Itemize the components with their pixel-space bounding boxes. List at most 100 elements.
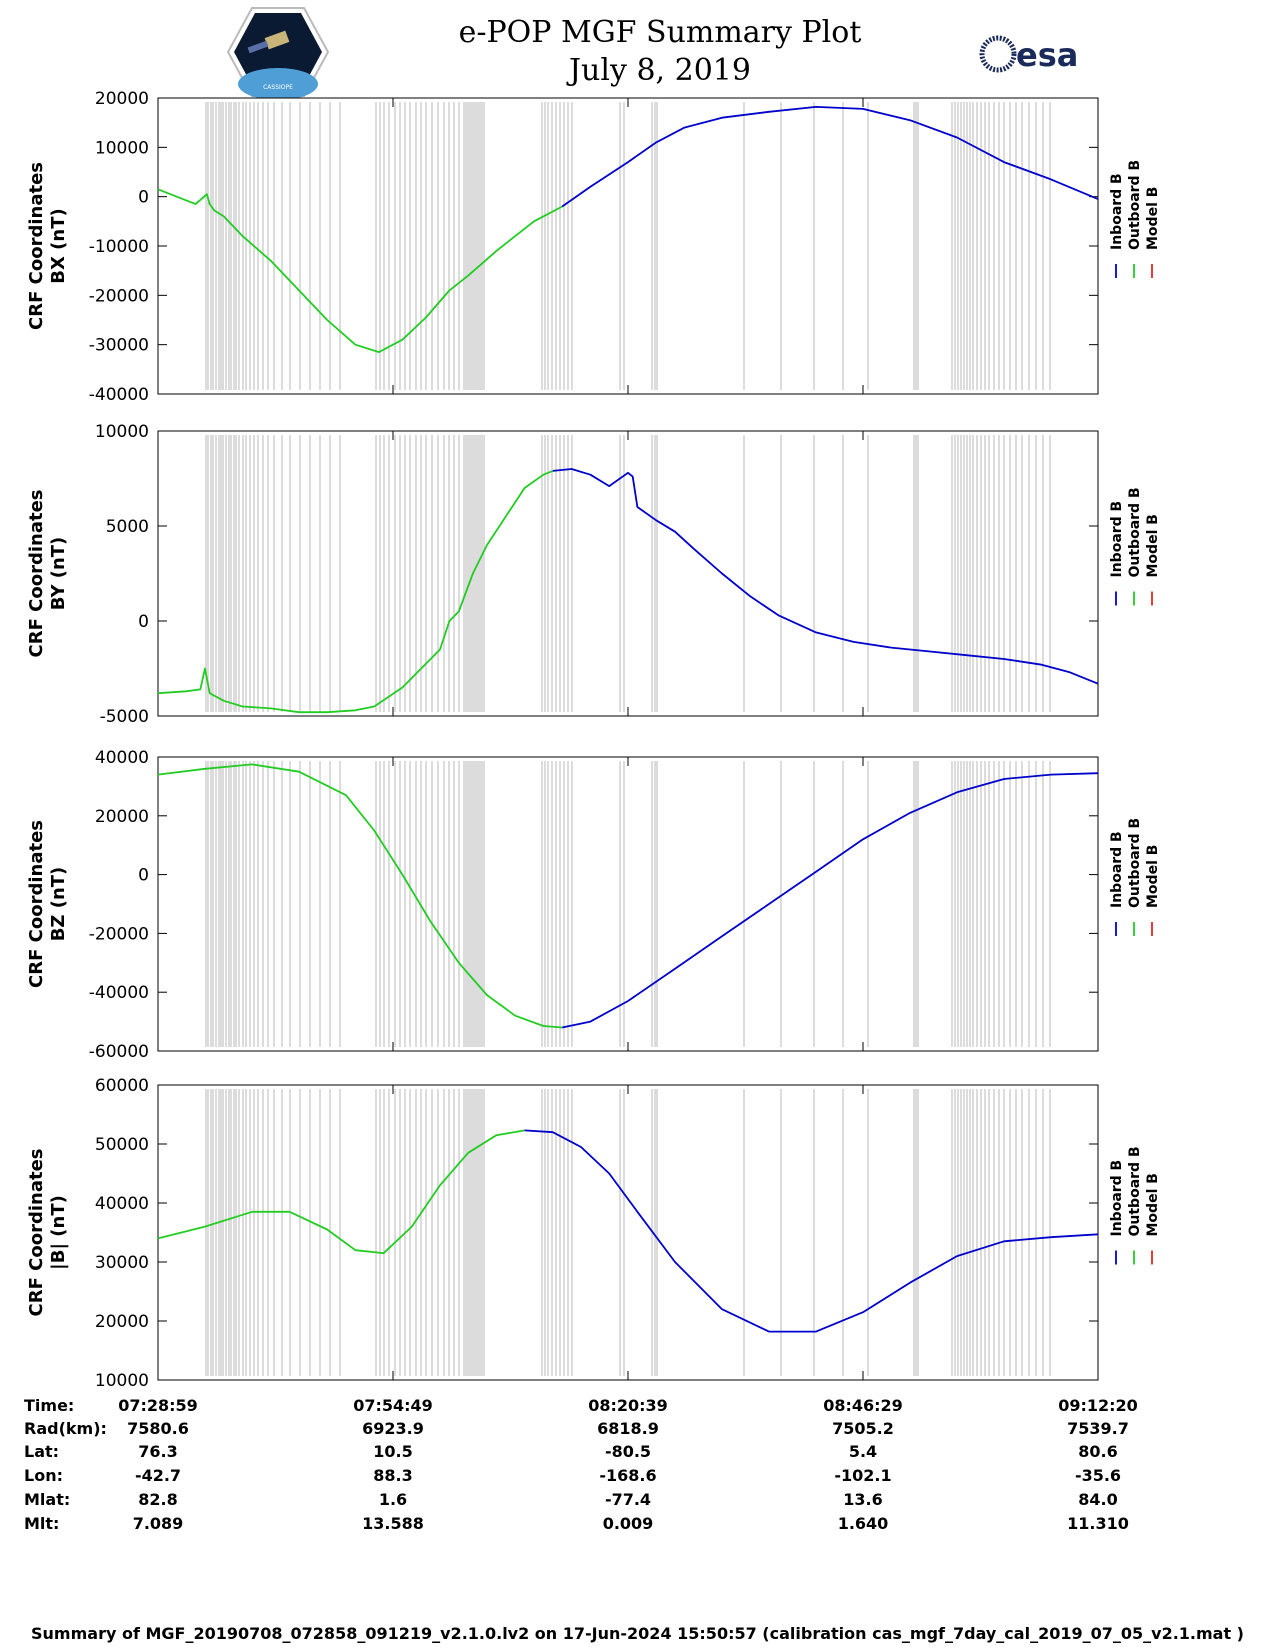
legend-entry: Model B [1145, 187, 1161, 250]
series-line-inboard-b [561, 106, 1099, 208]
info-value: 07:28:59 [118, 1396, 198, 1415]
esa-logo-ring [979, 35, 1017, 73]
y-tick-label: 10000 [95, 422, 149, 442]
series-line-outboard-b [157, 763, 563, 1029]
y-tick-label: 30000 [95, 1253, 149, 1273]
cassiope-logo-satellite [264, 30, 290, 50]
info-value: 6923.9 [362, 1419, 424, 1438]
info-value: 5.4 [848, 1442, 878, 1461]
info-value: 6818.9 [597, 1419, 659, 1438]
y-axis-label-line: CRF Coordinates [26, 490, 47, 658]
legend-entry: Inboard B [1109, 501, 1125, 578]
info-value: -102.1 [834, 1466, 892, 1485]
cassiope-logo: CASSIOPE [226, 7, 330, 98]
y-axis-label-line: |B| (nT) [48, 1195, 69, 1270]
cassiope-logo-panel [247, 40, 269, 54]
legend-entry: Model B [1145, 514, 1161, 577]
info-value: -35.6 [1074, 1466, 1122, 1485]
info-value: 84.0 [1078, 1490, 1118, 1509]
y-tick-label: 0 [138, 866, 149, 886]
info-value: -80.5 [604, 1442, 652, 1461]
info-value: 7.089 [132, 1514, 184, 1533]
y-tick-label: -10000 [89, 237, 149, 257]
info-value: 0.009 [602, 1514, 654, 1533]
info-row-label: Rad(km): [24, 1419, 107, 1438]
info-value: 88.3 [373, 1466, 413, 1485]
info-value: 1.640 [837, 1514, 889, 1533]
info-value: 1.6 [378, 1490, 408, 1509]
cassiope-logo-text: CASSIOPE [263, 84, 293, 91]
info-row-label: Mlt: [24, 1514, 60, 1533]
y-axis-label: CRF CoordinatesBY (nT) [26, 490, 69, 658]
legend-entry: Model B [1145, 845, 1161, 908]
info-value: -42.7 [134, 1466, 182, 1485]
plot-title-date: July 8, 2019 [569, 53, 751, 88]
y-tick-label: -60000 [89, 1042, 149, 1062]
info-value: 76.3 [138, 1442, 178, 1461]
info-value: 07:54:49 [353, 1396, 433, 1415]
info-value: 80.6 [1078, 1442, 1118, 1461]
cassiope-logo-earth [238, 68, 318, 98]
info-value: 7505.2 [832, 1419, 894, 1438]
y-tick-label: 20000 [95, 807, 149, 827]
legend-entry: Outboard B [1127, 487, 1143, 577]
series-line-outboard-b [157, 1129, 525, 1255]
legend-entry: Outboard B [1127, 818, 1143, 908]
info-row-label: Time: [24, 1396, 75, 1415]
legend-entry: Inboard B [1109, 831, 1125, 908]
y-tick-label: -20000 [89, 286, 149, 306]
footer-summary: Summary of MGF_20190708_072858_091219_v2… [31, 1624, 1244, 1643]
info-value: 82.8 [138, 1490, 178, 1509]
y-tick-label: -5000 [100, 707, 149, 727]
info-row-label: Lat: [24, 1442, 60, 1461]
y-tick-label: 20000 [95, 89, 149, 109]
y-axis-label-line: BX (nT) [48, 208, 69, 283]
y-tick-label: -40000 [89, 385, 149, 405]
plot-title-main: e-POP MGF Summary Plot [458, 15, 862, 50]
info-row-label: Mlat: [24, 1490, 71, 1509]
y-tick-label: 10000 [95, 1371, 149, 1391]
y-axis-label: CRF Coordinates|B| (nT) [26, 1149, 69, 1317]
y-tick-label: 60000 [95, 1076, 149, 1096]
plot-frame [157, 756, 1099, 1052]
panel-4: 10000 20000 30000 40000 50000 60000 CRF Coordi… [26, 1076, 1161, 1391]
info-value: 13.6 [843, 1490, 883, 1509]
info-value: -77.4 [604, 1490, 652, 1509]
y-axis-label-line: CRF Coordinates [26, 162, 47, 330]
legend-entry: Inboard B [1109, 173, 1125, 250]
info-value: 7580.6 [127, 1419, 189, 1438]
legend-entry: Outboard B [1127, 160, 1143, 250]
y-tick-label: -40000 [89, 983, 149, 1003]
y-tick-label: -30000 [89, 336, 149, 356]
plot-frame [157, 1084, 1099, 1381]
y-axis-label: CRF CoordinatesBZ (nT) [26, 820, 69, 988]
series-line-inboard-b [552, 468, 1099, 685]
esa-logo: esa [979, 35, 1078, 74]
esa-logo-text: esa [1016, 36, 1078, 74]
panel-3: -60000 -40000 -20000 0 20000 40000 CRF Coordin… [26, 748, 1161, 1062]
panel-2: -5000 0 5000 10000 CRF CoordinatesBY (nT) Inb… [26, 422, 1161, 727]
y-axis-label-line: CRF Coordinates [26, 1149, 47, 1317]
y-tick-label: 40000 [95, 1194, 149, 1214]
info-value: -168.6 [599, 1466, 657, 1485]
legend-entry: Inboard B [1109, 1160, 1125, 1237]
y-tick-label: 0 [138, 612, 149, 632]
y-axis-label-line: CRF Coordinates [26, 820, 47, 988]
info-value: 09:12:20 [1058, 1396, 1138, 1415]
info-value: 10.5 [373, 1442, 413, 1461]
y-tick-label: 0 [138, 188, 149, 208]
y-axis-label-line: BZ (nT) [48, 867, 69, 942]
info-value: 7539.7 [1067, 1419, 1129, 1438]
y-tick-label: 5000 [106, 517, 149, 537]
y-tick-label: 20000 [95, 1312, 149, 1332]
y-tick-label: 40000 [95, 748, 149, 768]
series-line-inboard-b [524, 1129, 1099, 1333]
y-tick-label: 50000 [95, 1135, 149, 1155]
legend-entry: Model B [1145, 1173, 1161, 1236]
info-value: 13.588 [362, 1514, 424, 1533]
info-value: 11.310 [1067, 1514, 1129, 1533]
series-line-outboard-b [157, 188, 563, 354]
legend-entry: Outboard B [1127, 1146, 1143, 1236]
plot-title: e-POP MGF Summary Plot July 8, 2019 [400, 14, 920, 90]
